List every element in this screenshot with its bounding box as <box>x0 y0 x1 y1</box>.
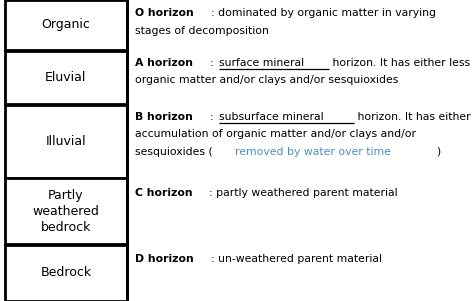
Text: :: : <box>210 112 217 122</box>
Bar <box>5 105 127 178</box>
Text: ): ) <box>437 147 441 157</box>
Text: removed by water over time: removed by water over time <box>235 147 391 157</box>
Text: O horizon: O horizon <box>135 8 194 18</box>
Text: surface mineral: surface mineral <box>219 58 304 68</box>
Text: : partly weathered parent material: : partly weathered parent material <box>210 188 398 198</box>
Text: : dominated by organic matter in varying: : dominated by organic matter in varying <box>211 8 436 18</box>
Bar <box>5 178 127 244</box>
Text: Bedrock: Bedrock <box>40 266 91 279</box>
Text: organic matter and/or clays and/or sesquioxides: organic matter and/or clays and/or sesqu… <box>135 75 399 85</box>
Text: Eluvial: Eluvial <box>45 71 87 84</box>
Text: Illuvial: Illuvial <box>46 135 86 148</box>
Text: horizon. It has either: horizon. It has either <box>354 112 471 122</box>
Text: A horizon: A horizon <box>135 58 193 68</box>
Text: Partly
weathered
bedrock: Partly weathered bedrock <box>32 189 100 234</box>
Text: subsurface mineral: subsurface mineral <box>219 112 324 122</box>
Bar <box>5 51 127 104</box>
Text: sesquioxides (: sesquioxides ( <box>135 147 213 157</box>
Bar <box>5 0 127 50</box>
Text: Organic: Organic <box>41 18 91 31</box>
Bar <box>5 245 127 301</box>
Text: D horizon: D horizon <box>135 254 194 264</box>
Text: : un-weathered parent material: : un-weathered parent material <box>211 254 382 264</box>
Text: :: : <box>210 58 217 68</box>
Text: accumulation of organic matter and/or clays and/or: accumulation of organic matter and/or cl… <box>135 129 416 139</box>
Text: B horizon: B horizon <box>135 112 193 122</box>
Text: C horizon: C horizon <box>135 188 193 198</box>
Text: stages of decomposition: stages of decomposition <box>135 26 269 36</box>
Text: horizon. It has either less: horizon. It has either less <box>329 58 470 68</box>
